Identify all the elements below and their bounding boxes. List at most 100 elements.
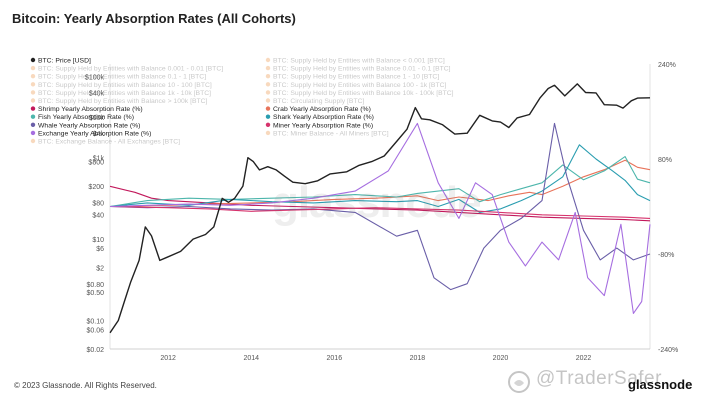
legend-swatch — [265, 98, 271, 103]
legend-swatch — [30, 57, 36, 63]
y-left-tick-label: $1k — [93, 156, 105, 163]
x-tick-label: 2020 — [493, 355, 509, 362]
legend-label: BTC: Miner Balance - All Miners [BTC] — [273, 130, 389, 137]
legend-item[interactable]: BTC: Circulating Supply [BTC] — [265, 98, 365, 105]
legend-item[interactable]: Shrimp Yearly Absorption Rate (%) — [30, 106, 143, 113]
legend-label: BTC: Supply Held by Entities with Balanc… — [273, 74, 439, 81]
y-left-tick-label: $0.02 — [86, 347, 104, 354]
x-tick-label: 2012 — [160, 355, 176, 362]
y-left-tick-label: $200 — [88, 184, 104, 191]
y-left-tick-label: $2 — [96, 266, 104, 273]
legend-item[interactable]: BTC: Supply Held by Entities with Balanc… — [30, 90, 211, 97]
legend-label: BTC: Supply Held by Entities with Balanc… — [273, 90, 454, 97]
legend-label: BTC: Price [USD] — [38, 58, 91, 65]
legend-label: Shrimp Yearly Absorption Rate (%) — [38, 106, 143, 113]
legend-item[interactable]: BTC: Supply Held by Entities with Balanc… — [265, 58, 445, 65]
series-whale-yearly-absorption-rate — [109, 122, 651, 291]
legend-item[interactable]: BTC: Supply Held by Entities with Balanc… — [265, 65, 451, 73]
y-left-tick-label: $80 — [92, 200, 104, 207]
legend-swatch — [30, 90, 36, 95]
series-crab-yearly-absorption-rate — [109, 159, 651, 208]
y-left-tick-label: $6 — [96, 246, 104, 253]
legend-label: BTC: Supply Held by Entities with Balanc… — [273, 82, 447, 89]
weibo-logo-icon — [508, 371, 530, 393]
legend-swatch — [30, 98, 36, 103]
legend-swatch — [30, 122, 36, 128]
legend-item[interactable]: Whale Yearly Absorption Rate (%) — [30, 122, 141, 129]
legend-item[interactable]: BTC: Supply Held by Entities with Balanc… — [265, 82, 447, 89]
brand-logo: glassnode — [628, 377, 693, 392]
y-right-tick-label: 240% — [658, 62, 676, 69]
y-right-tick-label: -240% — [658, 347, 678, 354]
legend-label: Fish Yearly Absorption Rate (%) — [38, 114, 134, 121]
y-right-axis: 240% 80% -80% -240% — [658, 62, 678, 354]
legend-label: Whale Yearly Absorption Rate (%) — [38, 122, 140, 129]
legend-label: BTC: Supply Held by Entities with Balanc… — [38, 82, 212, 89]
y-left-tick-label: $100k — [85, 74, 105, 81]
legend-item[interactable]: Fish Yearly Absorption Rate (%) — [30, 114, 134, 121]
x-tick-label: 2022 — [576, 355, 592, 362]
legend-label: BTC: Supply Held by Entities with Balanc… — [273, 66, 451, 73]
legend-label: BTC: Supply Held by Entities with Balanc… — [38, 90, 211, 97]
legend-swatch — [265, 106, 271, 111]
legend-item[interactable]: BTC: Supply Held by Entities with Balanc… — [265, 90, 454, 97]
y-left-tick-label: $800 — [88, 160, 104, 167]
series-btc-price-usd — [109, 83, 651, 334]
y-left-axis: $0.02 $0.06 $0.10 $0.50$0.80 $2 $6 $10 $40 $80 $2… — [85, 74, 105, 354]
legend-item[interactable]: BTC: Supply Held by Entities with Balanc… — [30, 65, 223, 73]
glassnode-watermark: glassnode — [272, 178, 482, 227]
legend-item[interactable]: BTC: Supply Held by Entities with Balanc… — [265, 74, 440, 81]
y-left-tick-label: $0.80 — [86, 282, 104, 289]
legend-item[interactable]: Crab Yearly Absorption Rate (%) — [265, 106, 371, 113]
legend-swatch — [30, 82, 36, 87]
y-left-tick-label: $40k — [89, 90, 105, 97]
series-lines — [109, 83, 651, 334]
legend-swatch — [30, 114, 36, 119]
legend-swatch — [30, 106, 36, 111]
y-left-tick-label: $0.10 — [86, 319, 104, 326]
y-left-tick-label: $10k — [89, 115, 105, 122]
legend-label: BTC: Supply Held by Entities with Balanc… — [38, 66, 223, 73]
legend-label: Miner Yearly Absorption Rate (%) — [273, 122, 373, 129]
legend-swatch — [265, 90, 271, 95]
legend-swatch — [30, 130, 36, 136]
legend-label: Crab Yearly Absorption Rate (%) — [273, 106, 371, 113]
legend-item[interactable]: Shark Yearly Absorption Rate (%) — [265, 114, 374, 121]
legend-swatch — [265, 130, 271, 136]
legend-swatch — [265, 82, 271, 87]
x-tick-label: 2016 — [327, 355, 343, 362]
legend: BTC: Price [USD]BTC: Supply Held by Enti… — [30, 57, 454, 146]
legend-swatch — [265, 65, 271, 71]
legend-item[interactable]: BTC: Supply Held by Entities with Balanc… — [30, 82, 212, 89]
legend-item[interactable]: Exchange Yearly Absorption Rate (%) — [30, 130, 152, 137]
y-left-tick-label: $10 — [92, 237, 104, 244]
legend-item[interactable]: BTC: Miner Balance - All Miners [BTC] — [265, 130, 389, 137]
legend-label: Shark Yearly Absorption Rate (%) — [273, 114, 374, 121]
series-fish-yearly-absorption-rate — [109, 156, 651, 208]
legend-label: BTC: Supply Held by Entities with Balanc… — [38, 74, 206, 81]
y-left-tick-label: $40 — [92, 213, 104, 220]
footer-copyright: © 2023 Glassnode. All Rights Reserved. — [14, 381, 157, 390]
series-exchange-yearly-absorption-rate — [109, 122, 651, 314]
legend-label: BTC: Exchange Balance - All Exchanges [B… — [38, 139, 180, 146]
legend-swatch — [265, 122, 271, 128]
watermark-text: @TraderSafer — [536, 368, 662, 389]
legend-item[interactable]: BTC: Supply Held by Entities with Balanc… — [30, 98, 208, 105]
legend-item[interactable]: BTC: Supply Held by Entities with Balanc… — [30, 74, 206, 81]
legend-item[interactable]: Miner Yearly Absorption Rate (%) — [265, 122, 373, 129]
y-left-tick-label: $4k — [93, 131, 105, 138]
legend-swatch — [30, 65, 36, 71]
series-shark-yearly-absorption-rate — [109, 144, 651, 213]
x-tick-label: 2014 — [243, 355, 259, 362]
legend-item[interactable]: BTC: Exchange Balance - All Exchanges [B… — [30, 138, 180, 146]
series-miner-yearly-absorption-rate — [109, 205, 651, 219]
legend-swatch — [30, 138, 36, 144]
legend-swatch — [265, 74, 271, 79]
legend-label: BTC: Circulating Supply [BTC] — [273, 98, 365, 105]
y-right-tick-label: -80% — [658, 252, 674, 259]
legend-item[interactable]: BTC: Price [USD] — [30, 57, 91, 65]
legend-swatch — [30, 74, 36, 79]
chart-title: Bitcoin: Yearly Absorption Rates (All Co… — [12, 11, 296, 26]
y-left-tick-label: $0.50 — [86, 290, 104, 297]
